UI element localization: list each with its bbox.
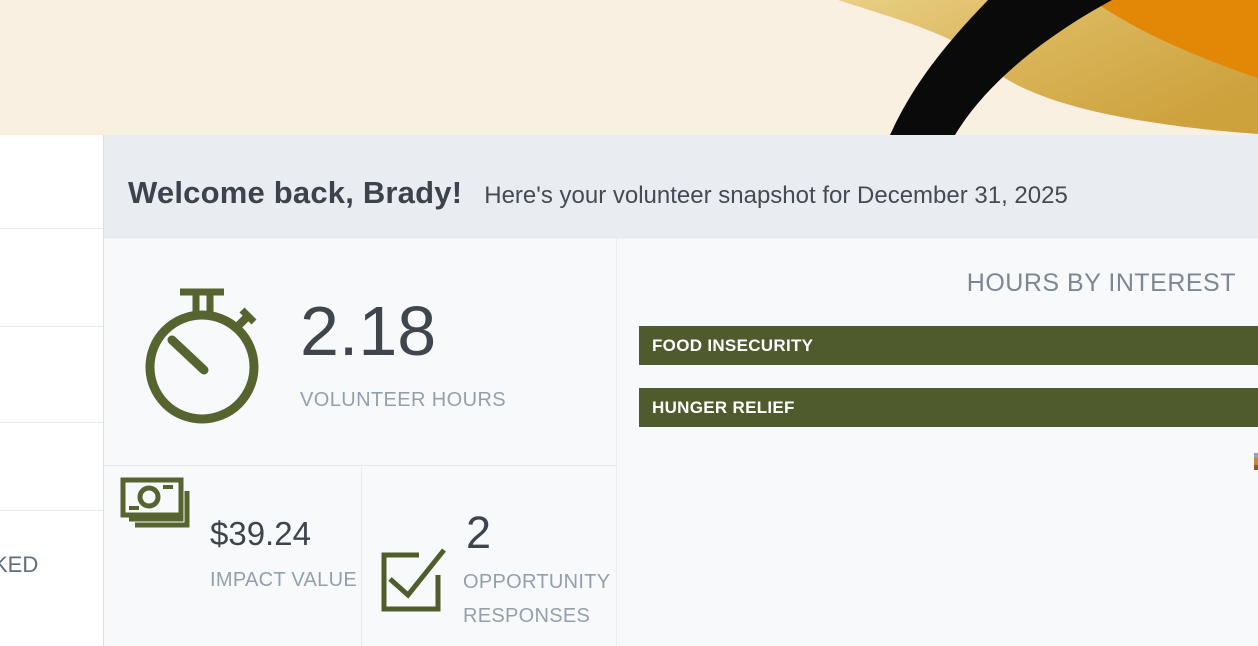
stats-sub-row: $39.24 IMPACT VALUE 2 OPPORTUNITY xyxy=(104,467,616,646)
opportunity-responses-value: 2 xyxy=(466,507,492,558)
checkbox-check-icon xyxy=(375,537,453,622)
page-subtitle: Here's your volunteer snapshot for Decem… xyxy=(484,182,1068,209)
page-title: Welcome back, Brady! xyxy=(128,175,463,210)
sidebar-row xyxy=(0,423,103,511)
sidebar: KED xyxy=(0,135,104,646)
banner-black-stripe xyxy=(890,0,1112,135)
interest-bar-hunger-relief[interactable]: HUNGER RELIEF xyxy=(639,388,1258,427)
impact-value-label: IMPACT VALUE xyxy=(210,569,357,591)
sidebar-row xyxy=(0,135,103,229)
sidebar-partial-label: KED xyxy=(0,552,39,577)
interest-bar-food-insecurity[interactable]: FOOD INSECURITY xyxy=(639,326,1258,365)
opportunity-responses-label-line2: RESPONSES xyxy=(463,605,591,627)
stats-card: 2.18 VOLUNTEER HOURS xyxy=(104,238,616,646)
sidebar-row xyxy=(0,229,103,327)
stopwatch-icon xyxy=(142,283,262,438)
sidebar-row: KED xyxy=(0,511,103,645)
volunteer-hours-value: 2.18 xyxy=(300,292,437,370)
sidebar-row xyxy=(0,327,103,423)
main-content: Welcome back, Brady! Here's your volunte… xyxy=(104,135,1258,646)
impact-value-stat: $39.24 IMPACT VALUE xyxy=(104,467,362,646)
volunteer-hours-stat: 2.18 VOLUNTEER HOURS xyxy=(104,239,616,466)
welcome-header: Welcome back, Brady! Here's your volunte… xyxy=(104,135,1258,211)
clipped-edge-glyph xyxy=(1254,453,1258,470)
hours-by-interest-panel: HOURS BY INTEREST FOOD INSECURITY HUNGER… xyxy=(617,238,1258,646)
banner-abstract-graphic xyxy=(0,0,1258,135)
banner xyxy=(0,0,1258,135)
opportunity-responses-stat: 2 OPPORTUNITY RESPONSES xyxy=(362,467,616,646)
interest-bar-label: FOOD INSECURITY xyxy=(652,335,814,355)
money-icon xyxy=(113,467,203,542)
impact-value-amount: $39.24 xyxy=(210,515,311,552)
banner-orange-corner xyxy=(1092,0,1258,78)
opportunity-responses-label-line1: OPPORTUNITY xyxy=(463,571,611,593)
hours-by-interest-title: HOURS BY INTEREST xyxy=(966,269,1236,297)
volunteer-hours-label: VOLUNTEER HOURS xyxy=(300,389,507,411)
interest-bar-label: HUNGER RELIEF xyxy=(652,397,795,417)
